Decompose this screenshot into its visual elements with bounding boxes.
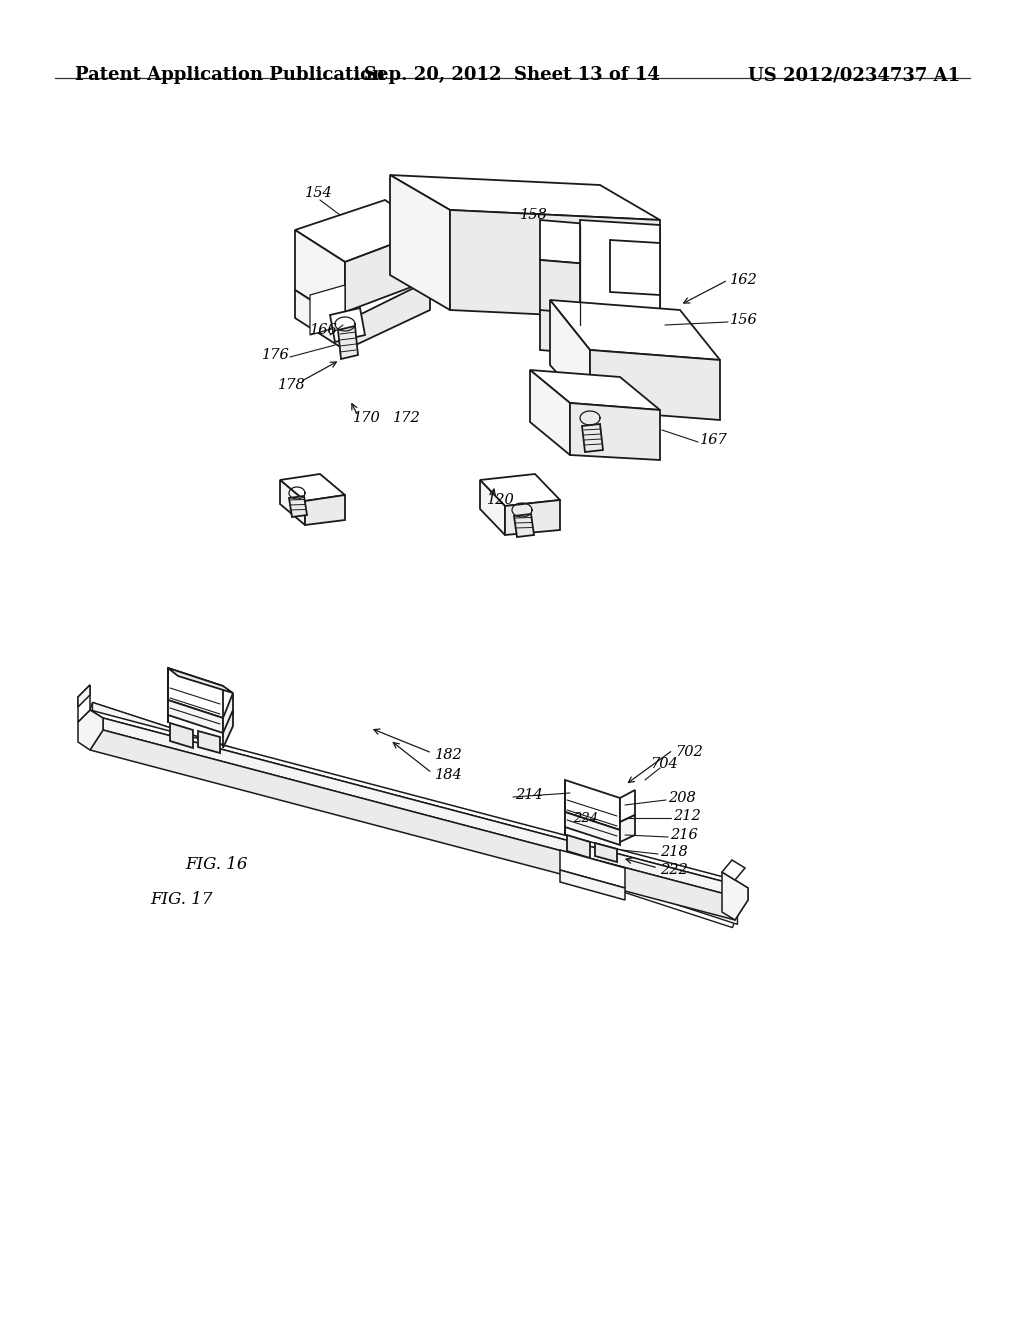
Text: Sep. 20, 2012  Sheet 13 of 14: Sep. 20, 2012 Sheet 13 of 14: [365, 66, 659, 84]
Polygon shape: [550, 300, 720, 360]
Polygon shape: [90, 730, 748, 920]
Polygon shape: [87, 702, 737, 928]
Polygon shape: [565, 812, 620, 845]
Text: 208: 208: [668, 791, 695, 805]
Polygon shape: [78, 710, 103, 750]
Polygon shape: [567, 836, 590, 858]
Polygon shape: [223, 693, 233, 738]
Polygon shape: [305, 495, 345, 525]
Polygon shape: [620, 789, 635, 822]
Polygon shape: [78, 685, 90, 708]
Polygon shape: [170, 723, 193, 748]
Polygon shape: [78, 685, 90, 722]
Polygon shape: [345, 230, 430, 312]
Polygon shape: [620, 814, 635, 842]
Text: 182: 182: [435, 748, 463, 762]
Text: 216: 216: [670, 828, 697, 842]
Polygon shape: [722, 861, 745, 880]
Polygon shape: [565, 780, 620, 830]
Text: FIG. 16: FIG. 16: [185, 857, 248, 873]
Text: 167: 167: [700, 433, 728, 447]
Polygon shape: [338, 326, 358, 359]
Polygon shape: [570, 403, 660, 459]
Polygon shape: [223, 710, 233, 748]
Polygon shape: [450, 210, 660, 319]
Text: 224: 224: [573, 812, 598, 825]
Polygon shape: [289, 496, 307, 517]
Polygon shape: [480, 480, 505, 535]
Text: 170: 170: [353, 411, 381, 425]
Polygon shape: [560, 870, 625, 900]
Polygon shape: [514, 513, 534, 537]
Text: 158: 158: [520, 209, 548, 222]
Polygon shape: [530, 370, 570, 455]
Text: 184: 184: [435, 768, 463, 781]
Polygon shape: [295, 230, 345, 322]
Polygon shape: [310, 285, 345, 335]
Polygon shape: [103, 718, 748, 900]
Text: FIG. 17: FIG. 17: [150, 891, 213, 908]
Polygon shape: [560, 850, 625, 888]
Text: 178: 178: [278, 378, 306, 392]
Polygon shape: [390, 176, 660, 220]
Polygon shape: [540, 310, 660, 360]
Text: Patent Application Publication: Patent Application Publication: [75, 66, 385, 84]
Polygon shape: [390, 176, 450, 310]
Text: 222: 222: [660, 863, 688, 876]
Polygon shape: [280, 474, 345, 502]
Polygon shape: [530, 370, 660, 411]
Text: US 2012/0234737 A1: US 2012/0234737 A1: [748, 66, 961, 84]
Text: 156: 156: [730, 313, 758, 327]
Text: 176: 176: [262, 348, 290, 362]
Polygon shape: [580, 220, 660, 330]
Polygon shape: [540, 260, 660, 330]
Text: 154: 154: [305, 186, 333, 201]
Polygon shape: [90, 710, 748, 888]
Polygon shape: [280, 480, 305, 525]
Polygon shape: [295, 290, 345, 350]
Text: 704: 704: [650, 756, 678, 771]
Polygon shape: [590, 350, 720, 420]
Polygon shape: [92, 702, 737, 924]
Polygon shape: [168, 700, 223, 733]
Polygon shape: [540, 220, 660, 271]
Text: 702: 702: [675, 744, 702, 759]
Polygon shape: [595, 843, 617, 862]
Text: 166: 166: [310, 323, 338, 337]
Polygon shape: [295, 201, 430, 261]
Polygon shape: [345, 280, 430, 350]
Text: 214: 214: [515, 788, 543, 803]
Text: 212: 212: [673, 809, 700, 822]
Polygon shape: [610, 240, 660, 294]
Polygon shape: [582, 424, 603, 451]
Polygon shape: [168, 668, 223, 718]
Polygon shape: [330, 308, 365, 342]
Polygon shape: [505, 500, 560, 535]
Text: 172: 172: [393, 411, 421, 425]
Polygon shape: [722, 873, 748, 920]
Text: 218: 218: [660, 845, 688, 859]
Text: 162: 162: [730, 273, 758, 286]
Polygon shape: [480, 474, 560, 506]
Polygon shape: [550, 300, 590, 411]
Text: 120: 120: [487, 492, 515, 507]
Polygon shape: [198, 731, 220, 752]
Polygon shape: [168, 668, 233, 693]
